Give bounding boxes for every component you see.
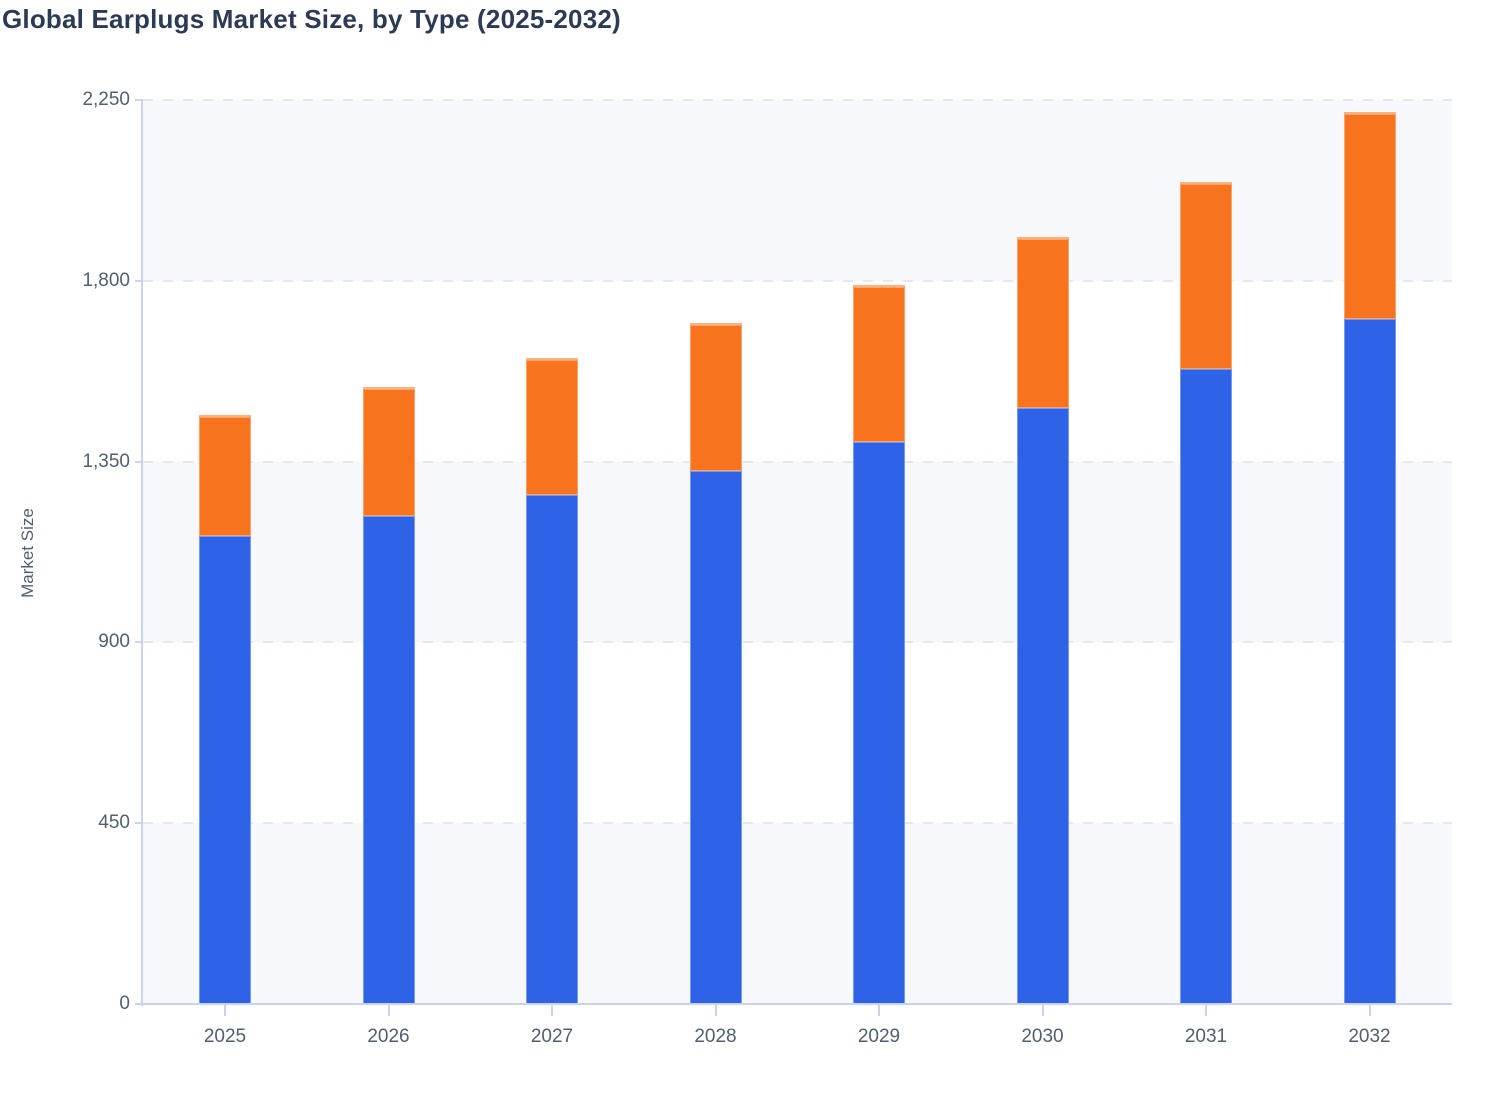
gridline-1350 <box>143 460 1452 463</box>
x-axis-label-2032: 2032 <box>1348 1026 1391 1047</box>
x-axis-line <box>137 1003 1452 1005</box>
y-tick-mark <box>135 460 143 463</box>
x-tick-mark <box>1041 1005 1044 1016</box>
y-tick-label: 1,800 <box>82 269 130 291</box>
x-axis-label-2030: 2030 <box>1021 1026 1064 1047</box>
y-tick-mark <box>135 641 143 644</box>
x-tick-mark <box>1368 1005 1371 1016</box>
x-axis-label-2025: 2025 <box>203 1026 247 1047</box>
bar-group-2026 <box>362 387 415 1004</box>
x-axis-label-2029: 2029 <box>857 1026 901 1047</box>
bar-group-2030 <box>1016 237 1069 1004</box>
y-axis-title: Market Size <box>18 508 37 598</box>
y-tick-label: 2,250 <box>82 89 130 110</box>
bar-segment-blue-2032[interactable] <box>1343 319 1396 1004</box>
y-tick-mark <box>135 99 143 101</box>
bar-segment-orange-2030[interactable] <box>1016 237 1069 409</box>
bar-segment-blue-2029[interactable] <box>853 442 905 1004</box>
bar-group-2029 <box>853 284 905 1004</box>
bar-segment-orange-2027[interactable] <box>526 358 578 495</box>
bar-group-2028 <box>689 323 742 1004</box>
grid-band <box>143 100 1452 281</box>
bar-group-2032 <box>1343 112 1396 1004</box>
gridline-900 <box>143 641 1452 644</box>
bar-segment-blue-2028[interactable] <box>689 470 742 1004</box>
y-tick-mark <box>135 279 143 282</box>
gridline-2250 <box>143 99 1452 101</box>
x-axis-label-2028: 2028 <box>694 1026 737 1047</box>
x-tick-mark <box>1205 1005 1207 1016</box>
bar-group-2025 <box>199 415 251 1004</box>
y-tick-mark <box>135 822 143 825</box>
bar-segment-orange-2026[interactable] <box>362 387 415 516</box>
y-tick-label: 900 <box>98 631 130 653</box>
bar-segment-blue-2026[interactable] <box>362 515 415 1004</box>
x-tick-mark <box>387 1005 390 1016</box>
bar-group-2027 <box>526 358 578 1004</box>
bar-group-2031 <box>1180 181 1232 1004</box>
y-tick-label: 0 <box>119 993 130 1014</box>
x-tick-mark <box>551 1005 553 1016</box>
bar-segment-blue-2030[interactable] <box>1016 408 1069 1004</box>
bar-segment-blue-2025[interactable] <box>199 535 251 1004</box>
bar-segment-orange-2028[interactable] <box>689 323 742 471</box>
y-axis-line <box>141 100 143 1006</box>
grid-band <box>143 823 1452 1004</box>
bar-segment-orange-2029[interactable] <box>853 284 905 443</box>
bar-segment-orange-2031[interactable] <box>1180 181 1232 370</box>
chart-title: Global Earplugs Market Size, by Type (20… <box>2 4 621 34</box>
x-axis-label-2026: 2026 <box>367 1026 410 1047</box>
bar-segment-orange-2025[interactable] <box>199 415 251 536</box>
grid-band <box>143 461 1452 643</box>
y-tick-label: 1,350 <box>82 450 130 472</box>
plot-area <box>143 99 1452 1004</box>
x-tick-mark <box>224 1005 226 1016</box>
x-tick-mark <box>714 1005 717 1016</box>
x-axis-label-2031: 2031 <box>1184 1026 1228 1047</box>
bar-segment-blue-2031[interactable] <box>1180 369 1232 1004</box>
bar-segment-blue-2027[interactable] <box>526 494 578 1004</box>
y-tick-label: 450 <box>98 812 130 834</box>
gridline-1800 <box>143 279 1452 282</box>
bar-segment-orange-2032[interactable] <box>1343 112 1396 320</box>
x-tick-mark <box>878 1005 880 1016</box>
x-axis-label-2027: 2027 <box>530 1026 574 1047</box>
gridline-450 <box>143 822 1452 825</box>
